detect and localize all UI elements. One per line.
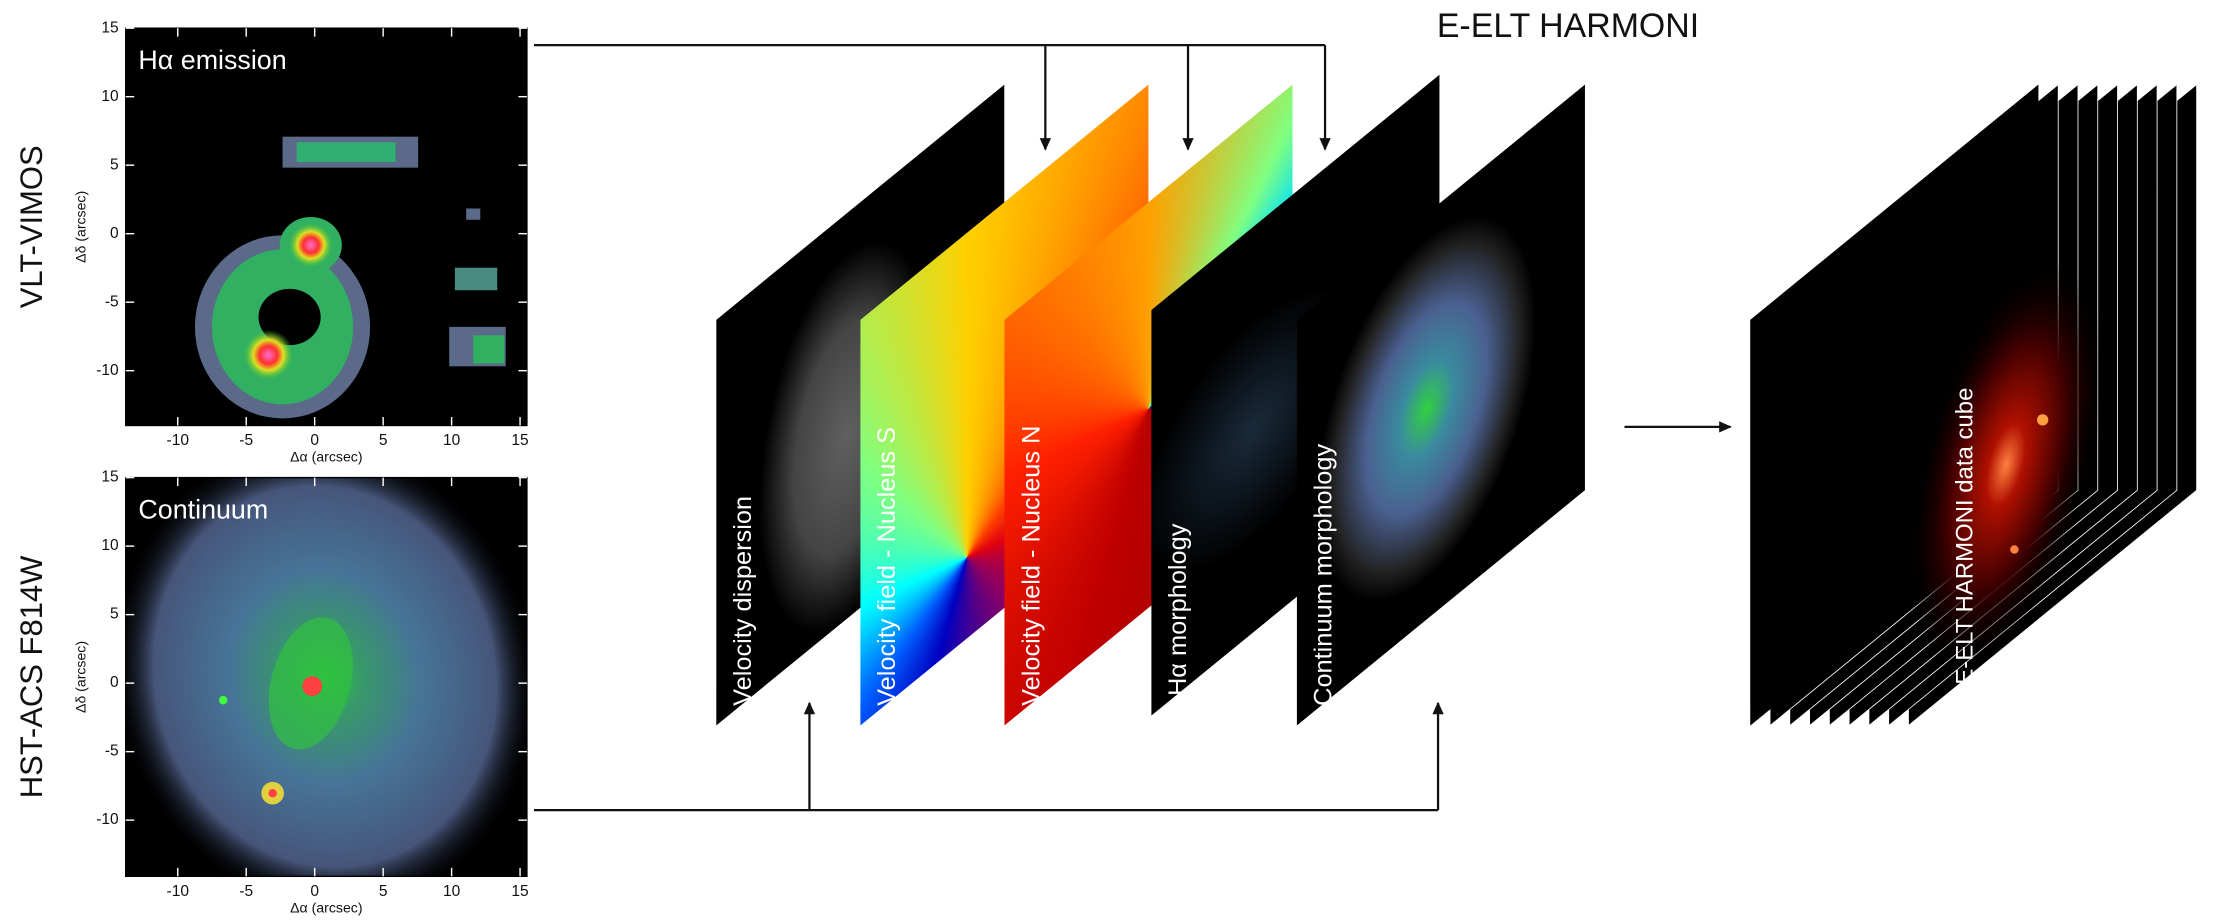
x-tick-label: 15 [511,432,528,449]
header-title: E-ELT HARMONI [1437,7,1699,45]
x-tick-label: 0 [310,883,319,900]
y-tick-label: -5 [105,293,119,310]
layer-stack: Velocity dispersion Velocity field - Nucl… [716,75,1585,726]
y-tick-label: 5 [110,156,119,173]
x-tick-label: 10 [443,432,461,449]
cube-nucleus [2010,545,2018,553]
layer-label: Hα morphology [1164,523,1192,696]
x-tick-label: -10 [167,883,190,900]
y-tick-label: -5 [105,743,119,760]
page: Velocity dispersion Velocity field - Nucl… [0,0,2215,920]
panel-title: Continuum [138,495,268,525]
cube-nucleus [2037,414,2048,425]
x-axis-label: Δα (arcsec) [290,899,362,915]
cube-label: E-ELT HARMONI data cube [1952,388,1979,685]
x-tick-label: 5 [379,883,388,900]
instrument-label: VLT-VIMOS [14,145,49,308]
y-tick-label: 0 [110,225,119,242]
x-tick-label: 5 [379,432,388,449]
y-tick-label: 10 [101,88,119,105]
x-tick-label: -5 [239,883,253,900]
y-tick-label: 5 [110,606,119,623]
y-tick-label: 10 [101,537,119,554]
instrument-label: HST-ACS F814W [14,555,49,798]
x-tick-label: -5 [239,432,253,449]
layer-label: Velocity field - Nucleus N [1017,426,1045,706]
data-cube: E-ELT HARMONI data cube [1750,85,2196,726]
x-tick-label: 15 [511,883,528,900]
figure: Velocity dispersion Velocity field - Nucl… [0,0,2215,920]
x-axis-label: Δα (arcsec) [290,449,362,465]
y-tick-label: -10 [96,362,119,379]
x-tick-label: 0 [310,432,319,449]
y-tick-label: 15 [101,469,118,486]
panel-title: Hα emission [138,45,286,75]
y-axis-label: Δδ (arcsec) [73,191,89,263]
layer-label: Continuum morphology [1310,444,1338,706]
layer-label: Velocity dispersion [729,496,757,706]
y-tick-label: -10 [96,811,119,828]
y-tick-label: 0 [110,674,119,691]
x-tick-label: -10 [167,432,190,449]
layer-label: Velocity field - Nucleus S [873,427,901,706]
y-tick-label: 15 [101,19,118,36]
x-tick-label: 10 [443,883,461,900]
y-axis-label: Δδ (arcsec) [73,641,89,713]
